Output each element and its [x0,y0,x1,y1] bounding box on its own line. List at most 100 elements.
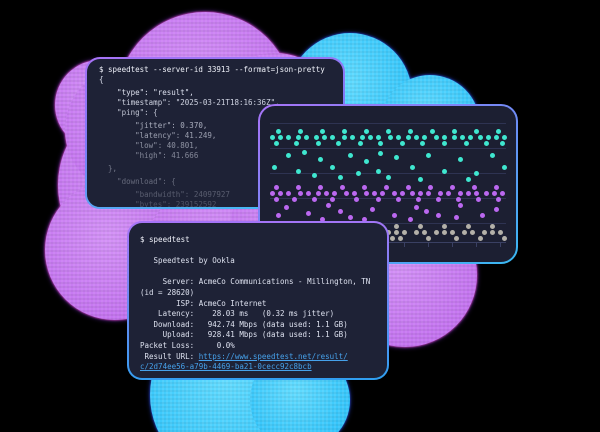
gray-scatter-dot [401,229,407,235]
teal-scatter-dot [319,128,325,134]
teal-scatter-dot [465,176,471,182]
teal-scatter-dot [375,134,381,140]
purple-scatter-dot [475,196,481,202]
teal-scatter-dot [407,128,413,134]
result-url-link[interactable]: https://www.speedtest.net/result/ [198,351,348,361]
gray-scatter-dot [453,235,459,241]
purple-scatter-dot [363,190,369,196]
teal-scatter-dot [451,128,457,134]
purple-scatter-dot [331,190,337,196]
teal-scatter-dot [419,140,425,146]
terminal-line: Result URL: https://www.speedtest.net/re… [140,351,348,361]
gray-scatter-dot [441,229,447,235]
teal-scatter-dot [341,128,347,134]
x-axis-tick [428,242,429,247]
purple-scatter-dot [295,184,301,190]
teal-scatter-dot [315,140,321,146]
purple-scatter-dot [493,206,499,212]
purple-scatter-dot [291,196,297,202]
gray-scatter-dot [397,235,403,241]
x-axis-tick [500,242,501,247]
gray-scatter-dot [393,229,399,235]
purple-scatter-dot [445,190,451,196]
teal-scatter-dot [501,134,507,140]
purple-scatter-dot [305,190,311,196]
gray-scatter-dot [393,223,399,229]
teal-scatter-dot [269,134,275,140]
purple-scatter-dot [425,190,431,196]
purple-scatter-dot [353,196,359,202]
teal-scatter-dot [385,128,391,134]
purple-scatter-dot [457,190,463,196]
gridline [270,173,506,174]
terminal-line: ISP: AcmeCo Internet [140,298,267,308]
result-url-link[interactable]: c/2d74ee56-a79b-4469-ba21-0cecc92c8bcb [140,362,312,372]
terminal-line: Latency: 28.03 ms (0.32 ms jitter) [140,309,335,319]
terminal-line [140,246,376,257]
purple-scatter-dot [479,212,485,218]
result-terminal-output: $ speedtest Speedtest by Ookla Server: A… [129,223,387,378]
teal-scatter-dot [489,152,495,158]
purple-scatter-dot [417,190,423,196]
x-axis-tick [476,242,477,247]
purple-scatter-dot [273,196,279,202]
purple-scatter-dot [455,196,461,202]
teal-scatter-dot [311,172,317,178]
terminal-line [140,267,376,278]
teal-scatter-dot [301,149,307,155]
teal-scatter-dot [355,170,361,176]
terminal-line: "type": "result", [99,88,194,97]
teal-scatter-dot [473,128,479,134]
purple-scatter-dot [471,184,477,190]
teal-scatter-dot [335,140,341,146]
purple-scatter-dot [323,190,329,196]
terminal-line: $ speedtest --server-id 33913 --format=j… [99,65,325,74]
teal-scatter-dot [285,134,291,140]
teal-scatter-dot [297,128,303,134]
teal-scatter-dot [295,134,301,140]
teal-scatter-dot [405,134,411,140]
terminal-line: Speedtest by Ookla [140,256,235,266]
purple-scatter-dot [407,216,413,222]
purple-scatter-dot [361,184,367,190]
teal-scatter-dot [421,134,427,140]
purple-scatter-dot [465,190,471,196]
teal-scatter-dot [387,134,393,140]
teal-scatter-dot [493,134,499,140]
gray-scatter-dot [461,229,467,235]
purple-scatter-dot [315,190,321,196]
teal-scatter-dot [303,134,309,140]
purple-scatter-dot [499,190,505,196]
teal-scatter-dot [441,134,447,140]
teal-scatter-dot [275,128,281,134]
teal-scatter-dot [483,140,489,146]
x-axis-tick [452,242,453,247]
purple-scatter-dot [453,214,459,220]
teal-scatter-dot [385,174,391,180]
gray-scatter-dot [421,229,427,235]
purple-scatter-dot [449,184,455,190]
teal-scatter-dot [285,152,291,158]
gray-scatter-dot [477,235,483,241]
gray-scatter-dot [469,229,475,235]
gray-scatter-dot [417,223,423,229]
teal-scatter-dot [441,140,447,146]
gray-scatter-dot [425,235,431,241]
teal-scatter-dot [377,150,383,156]
teal-scatter-dot [313,134,319,140]
teal-scatter-dot [473,170,479,176]
purple-scatter-dot [343,190,349,196]
gray-scatter-dot [465,223,471,229]
teal-scatter-dot [363,128,369,134]
teal-scatter-dot [329,134,335,140]
teal-scatter-dot [463,140,469,146]
purple-scatter-dot [391,190,397,196]
purple-scatter-dot [491,190,497,196]
terminal-line: (id = 28620) [140,287,195,297]
purple-scatter-dot [473,190,479,196]
teal-scatter-dot [341,134,347,140]
teal-scatter-dot [501,164,507,170]
gray-scatter-dot [441,223,447,229]
teal-scatter-dot [425,152,431,158]
teal-scatter-dot [347,152,353,158]
